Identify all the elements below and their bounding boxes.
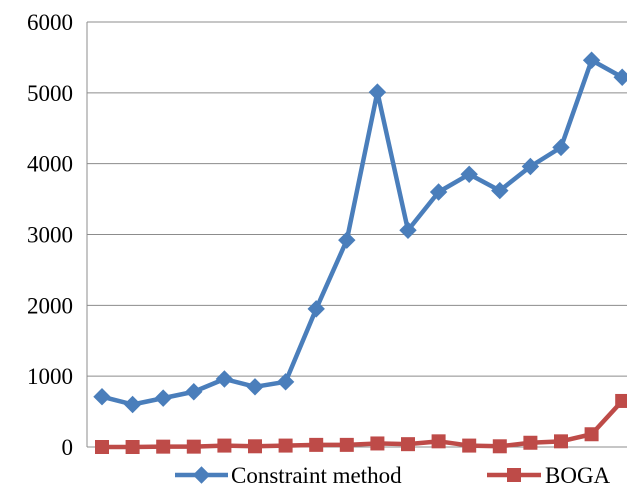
data-point [94, 389, 110, 405]
data-point [555, 435, 568, 448]
data-point [125, 397, 141, 413]
grid-lines [87, 22, 627, 447]
series-line [102, 60, 622, 404]
series-boga [96, 394, 627, 453]
legend-marker [508, 469, 521, 482]
data-point [126, 441, 139, 454]
data-point [155, 390, 171, 406]
data-point [524, 436, 537, 449]
data-point [371, 437, 384, 450]
data-point [218, 439, 231, 452]
legend-label: Constraint method [231, 463, 402, 488]
data-point [310, 438, 323, 451]
legend-item: BOGA [487, 463, 611, 488]
data-point [432, 435, 445, 448]
data-point [186, 384, 202, 400]
legend-marker [194, 467, 210, 483]
y-tick-label: 5000 [27, 81, 73, 106]
data-point [279, 439, 292, 452]
data-point [249, 440, 262, 453]
data-point [247, 379, 263, 395]
y-tick-label: 2000 [27, 293, 73, 318]
data-point [493, 440, 506, 453]
series-line [102, 401, 622, 447]
legend-item: Constraint method [175, 463, 402, 488]
data-point [402, 438, 415, 451]
data-point [463, 439, 476, 452]
y-tick-label: 1000 [27, 364, 73, 389]
y-tick-label: 0 [62, 435, 74, 460]
data-point [96, 441, 109, 454]
y-tick-label: 4000 [27, 152, 73, 177]
y-tick-label: 3000 [27, 223, 73, 248]
data-point [308, 301, 324, 317]
data-point [585, 428, 598, 441]
data-point [369, 84, 385, 100]
data-point [187, 440, 200, 453]
y-tick-labels: 0 1000 2000 3000 4000 5000 6000 [27, 10, 73, 460]
data-point [157, 440, 170, 453]
series-group [94, 52, 627, 453]
series-constraint-method [94, 52, 627, 412]
data-point [616, 394, 627, 407]
data-point [340, 438, 353, 451]
y-tick-label: 6000 [27, 10, 73, 35]
legend-label: BOGA [545, 463, 611, 488]
data-point [216, 371, 232, 387]
legend: Constraint method BOGA [175, 463, 611, 488]
